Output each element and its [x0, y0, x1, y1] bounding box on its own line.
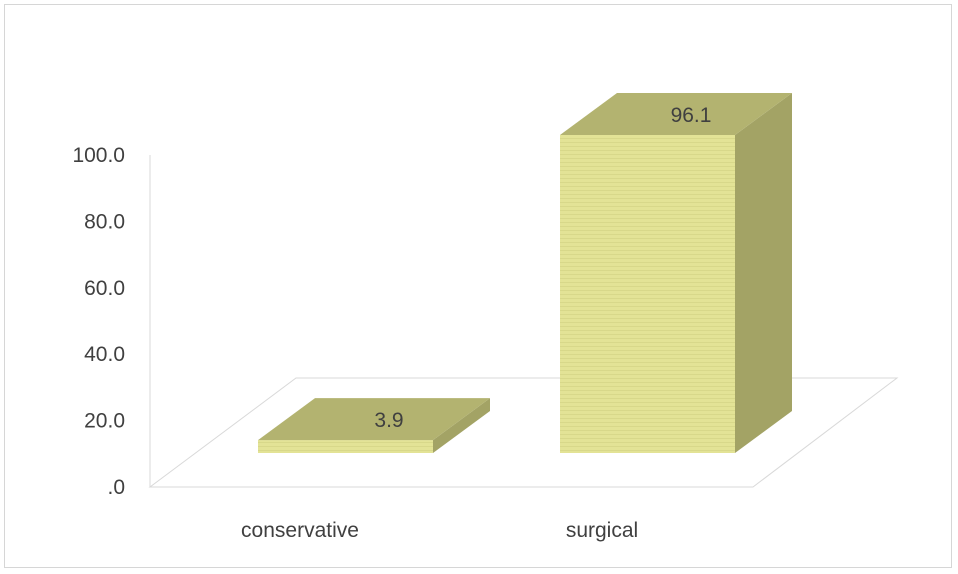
data-label: 3.9 [374, 409, 403, 432]
y-tick-label: .0 [107, 476, 125, 499]
x-category-label: conservative [241, 519, 359, 542]
bar-side [735, 93, 792, 453]
bar-top [560, 93, 792, 135]
labels: 3.9 conservative 96.1 surgical [241, 104, 711, 542]
bar-top [258, 398, 490, 441]
x-category-label: surgical [566, 519, 638, 542]
bar-surgical [560, 93, 792, 453]
y-axis: .0 20.0 40.0 60.0 80.0 100.0 [72, 144, 151, 499]
data-label: 96.1 [671, 104, 712, 127]
y-tick-label: 100.0 [72, 144, 125, 167]
floor-plane [148, 377, 899, 488]
chart-frame [4, 4, 952, 568]
bar-side [433, 398, 490, 453]
y-tick-label: 20.0 [84, 410, 125, 433]
bar-conservative [258, 398, 490, 453]
y-tick-label: 60.0 [84, 277, 125, 300]
y-tick-label: 80.0 [84, 210, 125, 233]
bar-front [258, 440, 433, 453]
bar-front [560, 135, 735, 453]
bars [258, 93, 792, 453]
chart-floor [148, 377, 899, 488]
y-tick-label: 40.0 [84, 343, 125, 366]
